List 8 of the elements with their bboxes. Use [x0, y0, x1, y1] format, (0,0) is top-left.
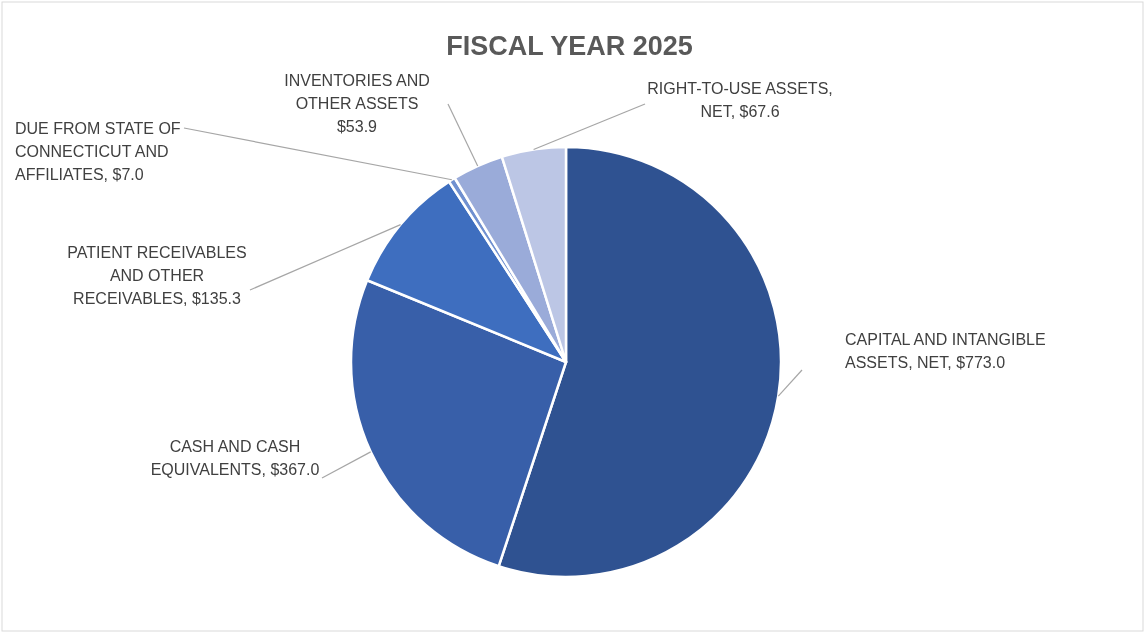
slice-label: DUE FROM STATE OF CONNECTICUT AND AFFILIATES, $7.0 [15, 120, 181, 183]
slice-label: RIGHT-TO-USE ASSETS, NET, $67.6 [647, 80, 833, 120]
slice-label: CAPITAL AND INTANGIBLE ASSETS, NET, $773.0 [845, 331, 1046, 371]
slice-label: PATIENT RECEIVABLES AND OTHER RECEIVABLES, $135.3 [67, 244, 247, 307]
chart-title: FISCAL YEAR 2025 [446, 31, 693, 61]
slice-label: INVENTORIES AND OTHER ASSETS [284, 72, 430, 112]
slice-label: CASH AND CASH EQUIVALENTS, $367.0 [150, 438, 320, 478]
data-label: $53.9 [336, 118, 378, 135]
